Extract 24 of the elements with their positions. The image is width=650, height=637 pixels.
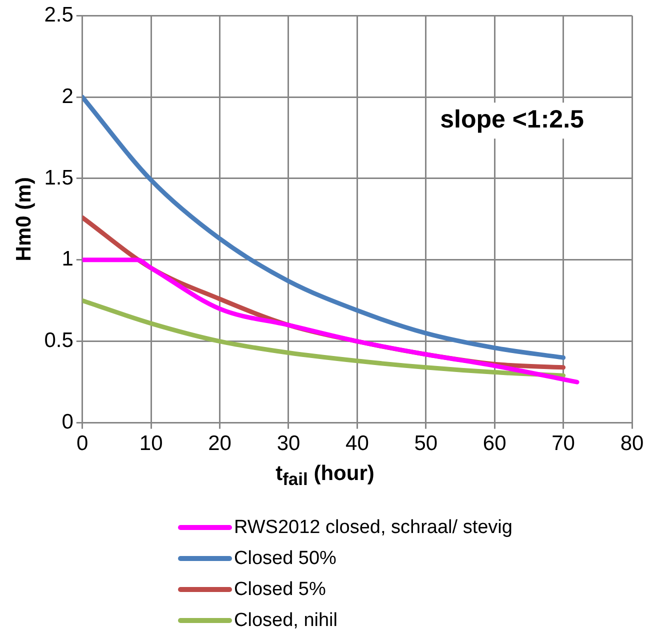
x-tick-label: 40 (346, 432, 369, 456)
legend-label: Closed, nihil (234, 610, 338, 632)
x-tick-label: 80 (620, 432, 644, 456)
line-series (82, 298, 566, 378)
x-tick-label: 20 (208, 432, 232, 456)
y-axis-title: Hm0 (m) (12, 177, 36, 262)
line-series (82, 258, 580, 384)
y-tick-label: 1.5 (44, 166, 74, 190)
y-tick-label: 1 (62, 248, 74, 271)
x-tick-label: 0 (76, 432, 88, 456)
annotation: slope <1:2.5 (440, 105, 584, 134)
x-tick-label: 30 (276, 432, 300, 456)
legend-label: Closed 50% (234, 548, 336, 570)
x-tick-label: 60 (482, 432, 506, 456)
legend-label: RWS2012 closed, schraal/ stevig (234, 516, 512, 538)
x-axis-title: t$_{fail}$ (hour) (274, 462, 376, 490)
x-tick-label: 50 (414, 432, 438, 456)
y-tick-label: 0 (62, 410, 74, 434)
x-tick-label: 70 (552, 432, 575, 456)
x-tick-label: 10 (139, 432, 163, 456)
y-tick-label: 2 (62, 84, 74, 108)
y-tick-label: 2.5 (44, 3, 74, 26)
y-tick-label: 0.5 (44, 329, 74, 352)
legend-label: Closed 5% (234, 578, 326, 600)
